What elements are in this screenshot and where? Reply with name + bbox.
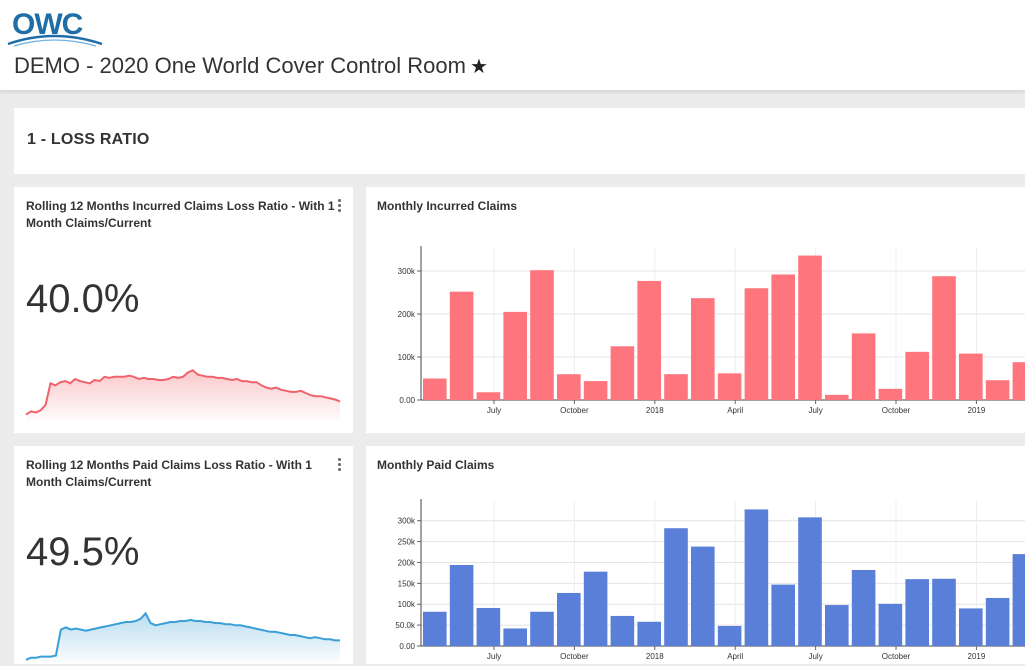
bar[interactable] — [583, 571, 608, 646]
bar[interactable] — [557, 374, 581, 400]
sparkline-paid — [25, 611, 340, 662]
x-tick-label: July — [808, 652, 822, 661]
sparkline-line — [25, 611, 340, 661]
bar[interactable] — [664, 528, 688, 646]
chart-card-incurred: Monthly Incurred Claims 0.00 100k 200k 300k… — [366, 187, 1025, 433]
bar[interactable] — [476, 392, 501, 400]
chart-title: Monthly Incurred Claims — [377, 199, 518, 213]
bar[interactable] — [449, 564, 474, 646]
bar-chart-incurred: 0.00 100k 200k 300k July October 2018 April July… — [398, 246, 1025, 415]
y-tick-label: 200k — [398, 310, 416, 319]
bar[interactable] — [771, 274, 795, 400]
bar[interactable] — [530, 611, 554, 646]
bar[interactable] — [798, 255, 822, 400]
bar[interactable] — [503, 628, 527, 646]
bar[interactable] — [851, 333, 876, 400]
y-tick-label: 100k — [398, 353, 416, 362]
x-tick-label: July — [487, 406, 501, 415]
bar[interactable] — [932, 276, 956, 400]
bar[interactable] — [691, 298, 715, 400]
x-tick-label: 2018 — [646, 652, 664, 661]
bar[interactable] — [530, 270, 554, 400]
y-tick-label: 0.00 — [399, 642, 415, 651]
kpi-title: Rolling 12 Months Incurred Claims Loss R… — [26, 199, 335, 230]
bar[interactable] — [744, 509, 769, 646]
bar[interactable] — [503, 311, 527, 400]
bar[interactable] — [1012, 362, 1025, 400]
section-title: 1 - LOSS RATIO — [27, 131, 150, 148]
y-tick-label: 50.0k — [395, 621, 416, 630]
star-icon[interactable]: ★ — [469, 56, 488, 78]
bar[interactable] — [905, 579, 929, 646]
bar[interactable] — [717, 625, 742, 646]
kpi-value: 40.0% — [26, 277, 140, 321]
bar[interactable] — [744, 288, 769, 400]
dashboard-title-text: DEMO - 2020 One World Cover Control Room — [14, 53, 466, 78]
bar[interactable] — [1012, 554, 1025, 646]
bar[interactable] — [905, 351, 929, 400]
bar[interactable] — [664, 374, 688, 400]
section-header-card: 1 - LOSS RATIO — [14, 108, 1025, 174]
sparkline-incurred — [25, 369, 341, 420]
x-tick-label: October — [882, 652, 911, 661]
x-tick-label: July — [808, 406, 822, 415]
sparkline-area — [26, 370, 340, 420]
sparkline-area — [26, 613, 340, 662]
x-tick-label: October — [560, 652, 589, 661]
x-tick-label: October — [882, 406, 911, 415]
kpi-card-paid: Rolling 12 Months Paid Claims Loss Ratio… — [14, 446, 353, 664]
bar[interactable] — [798, 517, 822, 646]
x-tick-label: October — [560, 406, 589, 415]
more-options-icon[interactable] — [335, 458, 343, 472]
x-tick-label: April — [727, 652, 743, 661]
bar[interactable] — [825, 394, 849, 400]
y-tick-label: 150k — [398, 579, 416, 588]
bar[interactable] — [449, 291, 474, 400]
dashboard-title: DEMO - 2020 One World Cover Control Room… — [14, 53, 488, 79]
bar[interactable] — [959, 353, 983, 400]
bar[interactable] — [985, 597, 1010, 646]
sparkline-line — [25, 369, 341, 416]
x-tick-label: 2018 — [646, 406, 664, 415]
bar[interactable] — [959, 608, 983, 646]
bar[interactable] — [583, 381, 608, 400]
y-tick-label: 0.00 — [399, 396, 415, 405]
bar[interactable] — [610, 615, 635, 646]
bar[interactable] — [557, 592, 581, 646]
x-tick-label: 2019 — [968, 652, 986, 661]
x-tick-label: April — [727, 406, 743, 415]
bar[interactable] — [423, 611, 447, 646]
bar[interactable] — [476, 607, 501, 646]
kpi-card-incurred: Rolling 12 Months Incurred Claims Loss R… — [14, 187, 353, 433]
bar[interactable] — [985, 380, 1010, 400]
chart-card-paid: Monthly Paid Claims 0.00 50.0k 100k 150k 200… — [366, 446, 1025, 664]
chart-title: Monthly Paid Claims — [377, 458, 495, 472]
y-tick-label: 300k — [398, 517, 416, 526]
bar[interactable] — [771, 584, 795, 646]
y-tick-label: 300k — [398, 267, 416, 276]
y-tick-label: 250k — [398, 538, 416, 547]
bar-chart-paid: 0.00 50.0k 100k 150k 200k 250k 300k July October… — [395, 499, 1025, 661]
owc-logo: OWC — [7, 8, 103, 47]
bar[interactable] — [691, 546, 715, 646]
bar[interactable] — [423, 378, 447, 400]
bar[interactable] — [610, 346, 635, 400]
bar[interactable] — [637, 621, 661, 646]
bar[interactable] — [878, 603, 903, 646]
x-tick-label: 2019 — [968, 406, 986, 415]
bar[interactable] — [637, 280, 661, 400]
bar[interactable] — [851, 569, 876, 646]
x-tick-label: July — [487, 652, 501, 661]
y-tick-label: 100k — [398, 600, 416, 609]
top-bar: OWC DEMO - 2020 One World Cover Control … — [0, 0, 1025, 91]
y-tick-label: 200k — [398, 558, 416, 567]
bar[interactable] — [825, 605, 849, 646]
kpi-title: Rolling 12 Months Paid Claims Loss Ratio… — [26, 458, 312, 489]
bar[interactable] — [878, 388, 903, 400]
bar[interactable] — [717, 373, 742, 400]
more-options-icon[interactable] — [335, 199, 343, 213]
bar[interactable] — [932, 578, 956, 646]
kpi-value: 49.5% — [26, 530, 140, 574]
